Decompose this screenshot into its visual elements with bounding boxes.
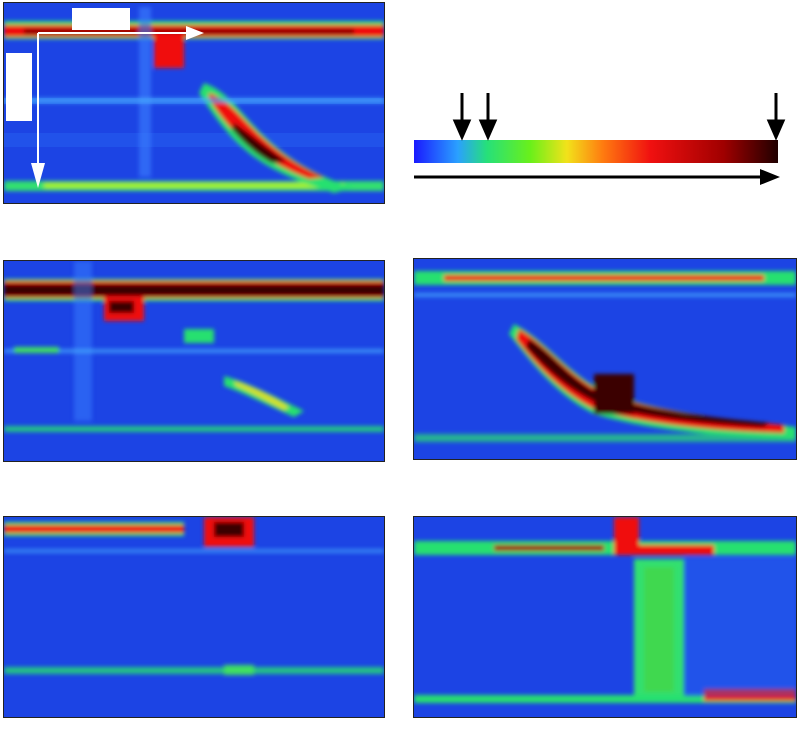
y-axis-label-box: [6, 53, 32, 121]
heatmap-f-svg: [414, 517, 796, 717]
heatmap-panel-e: [3, 516, 385, 718]
legend-arrows: [452, 93, 786, 141]
heatmap-d-svg: [414, 259, 796, 459]
heatmap-panel-a: [3, 2, 385, 204]
colormap-bar: [414, 140, 778, 163]
colormap-legend: [410, 85, 790, 195]
colormap-svg: [414, 93, 786, 185]
heatmap-c-svg: [4, 261, 384, 461]
x-axis-label-box: [72, 8, 130, 30]
heatmap-panel-f: [413, 516, 797, 718]
y-axis-arrowhead: [31, 163, 45, 188]
heatmap-panel-d: [413, 258, 797, 460]
heatmap-e-svg: [4, 517, 384, 717]
scale-arrowhead: [760, 169, 780, 185]
x-axis-arrowhead: [186, 26, 204, 40]
axis-arrows: [31, 26, 204, 188]
heatmap-panel-c: [3, 260, 385, 462]
